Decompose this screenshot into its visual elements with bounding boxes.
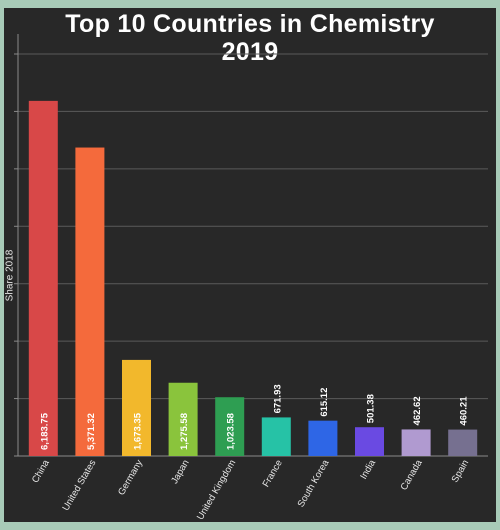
bar-canada <box>401 429 431 456</box>
category-label: Canada <box>399 457 426 492</box>
value-label: 1,023.58 <box>226 413 237 450</box>
bar-spain <box>448 429 478 456</box>
bar-united-kingdom <box>215 397 245 456</box>
category-label: United States <box>60 458 98 513</box>
category-label: United Kingdom <box>195 458 238 522</box>
category-label: Japan <box>169 458 191 486</box>
bar-india <box>355 427 384 456</box>
chart-frame: Top 10 Countries in Chemistry 2019 Share… <box>4 8 496 522</box>
chart-title: Top 10 Countries in Chemistry 2019 <box>4 10 496 66</box>
value-label: 5,371.32 <box>86 413 97 450</box>
bar-japan <box>168 382 198 456</box>
category-label: France <box>261 458 285 489</box>
value-label: 1,673.35 <box>133 412 144 450</box>
bar-france <box>261 417 291 456</box>
value-label: 460.21 <box>459 396 470 426</box>
category-label: Germany <box>116 458 145 498</box>
category-label: China <box>30 457 52 485</box>
bar-germany <box>122 359 151 456</box>
chart-title-line: Top 10 Countries in Chemistry <box>65 10 435 38</box>
bar-china <box>28 100 58 456</box>
category-label: India <box>358 457 378 481</box>
bar-chart: 6,183.75 China 5,371.32 United States 1,673.… <box>14 34 488 522</box>
chart-subtitle: 2019 <box>221 38 279 66</box>
category-label: South Korea <box>296 457 332 509</box>
value-label: 615.12 <box>319 388 330 417</box>
bar-south-korea <box>308 420 338 456</box>
bar-united-states <box>75 147 105 456</box>
value-label: 6,183.75 <box>39 412 50 450</box>
value-label: 462.62 <box>412 396 423 425</box>
value-label: 1,275.58 <box>179 413 190 450</box>
category-label: Spain <box>450 458 472 485</box>
value-label: 671.93 <box>272 384 283 413</box>
value-label: 501.38 <box>366 394 377 423</box>
